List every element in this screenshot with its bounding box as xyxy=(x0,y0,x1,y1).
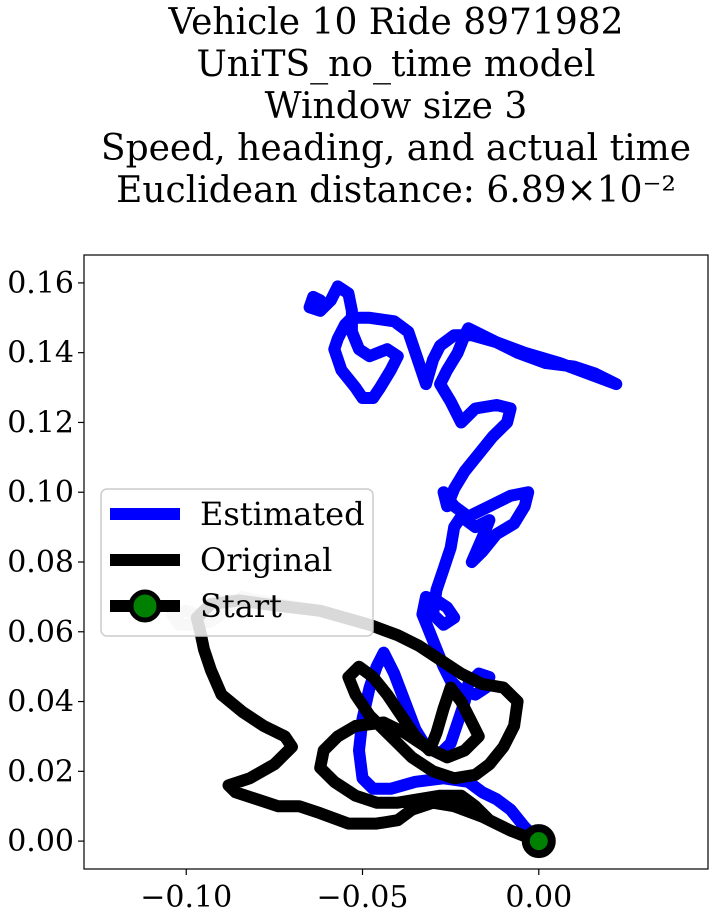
start-layer xyxy=(521,824,556,859)
title-line-3: Window size 3 xyxy=(264,86,528,127)
chart-title: Vehicle 10 Ride 8971982 UniTS_no_time mo… xyxy=(0,2,713,212)
title-line-5: Euclidean distance: 6.89×10⁻² xyxy=(116,170,676,211)
y-tick-label: 0.16 xyxy=(7,266,74,301)
y-tick-label: 0.12 xyxy=(7,405,74,440)
legend: Estimated Original Start xyxy=(100,488,374,637)
y-tick-label: 0.14 xyxy=(7,336,74,371)
x-tick-label: −0.05 xyxy=(317,880,409,915)
title-line-1: Vehicle 10 Ride 8971982 xyxy=(168,2,624,43)
legend-original-label: Original xyxy=(200,541,332,579)
start-marker xyxy=(521,824,556,859)
y-tick-label: 0.04 xyxy=(7,685,74,720)
legend-start-marker xyxy=(128,589,162,623)
x-tick-label: 0.00 xyxy=(505,880,572,915)
y-tick-label: 0.02 xyxy=(7,754,74,789)
axis-ticks: −0.10 −0.05 0.00 0.00 0.02 0.04 0.06 0.08 0.10 0.… xyxy=(7,266,572,915)
title-line-4: Speed, heading, and actual time xyxy=(100,128,692,169)
y-tick-label: 0.00 xyxy=(7,824,74,859)
legend-start-label: Start xyxy=(200,587,282,625)
series-original-line xyxy=(190,594,545,848)
title-line-2: UniTS_no_time model xyxy=(196,44,596,85)
legend-estimated-label: Estimated xyxy=(200,495,365,533)
y-tick-label: 0.08 xyxy=(7,545,74,580)
legend-box xyxy=(100,488,374,637)
x-tick-label: −0.10 xyxy=(140,880,232,915)
y-tick-label: 0.10 xyxy=(7,475,74,510)
y-tick-label: 0.06 xyxy=(7,615,74,650)
